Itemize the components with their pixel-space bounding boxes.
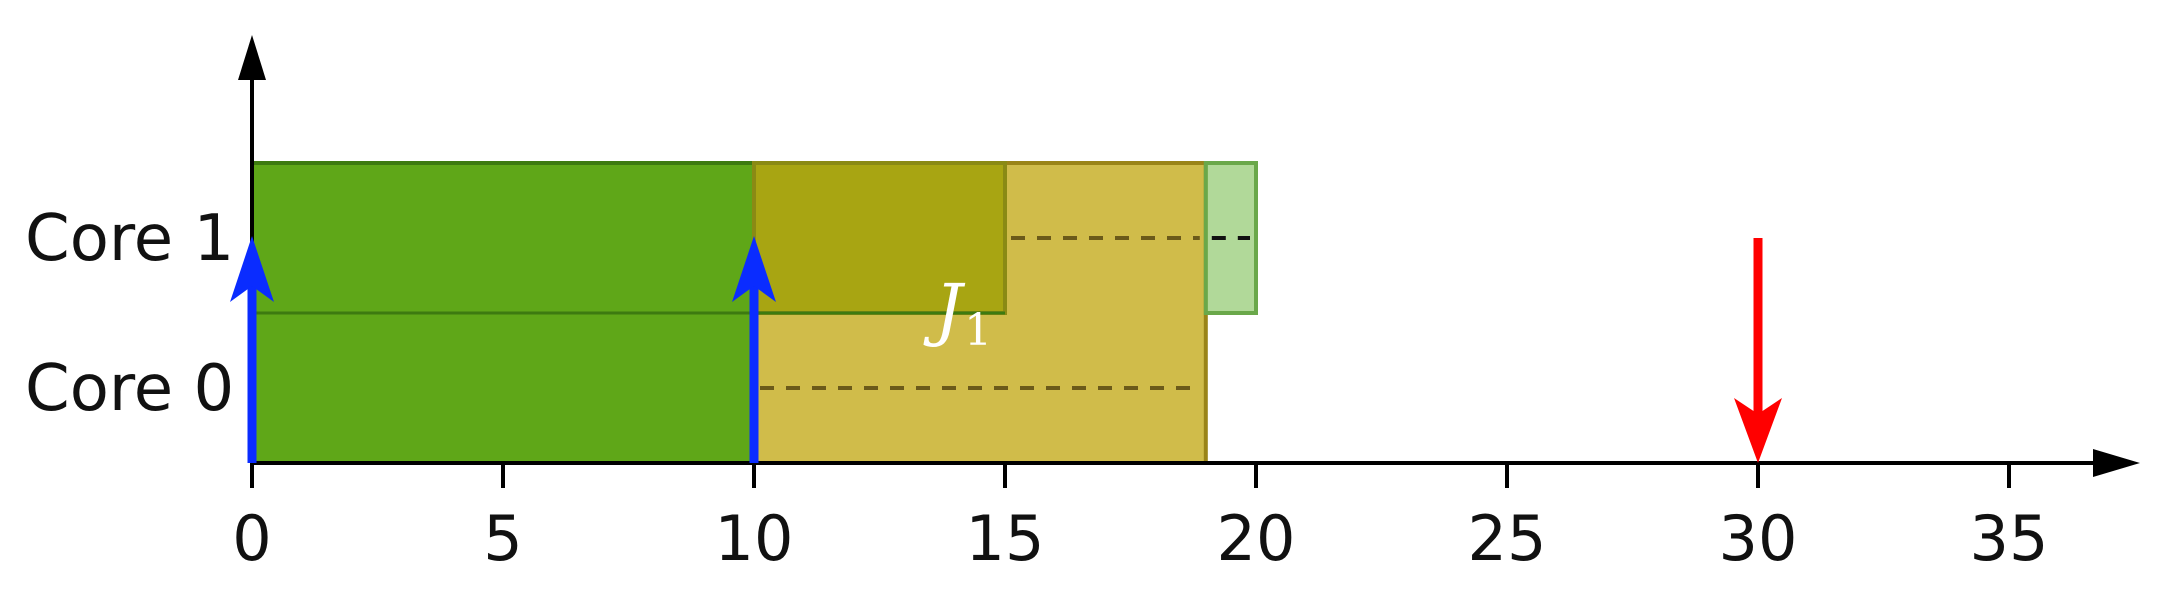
- core-labels: Core 0 Core 1: [25, 202, 234, 426]
- core-label: Core 1: [25, 202, 234, 276]
- schedule-block-2: [752, 161, 1007, 315]
- x-tick-label: 35: [1970, 502, 2049, 575]
- x-axis-arrowhead: [2093, 449, 2140, 477]
- dashed-lines-layer: [760, 236, 1250, 390]
- arrows-layer: [230, 236, 1782, 463]
- x-tick-label: 5: [483, 502, 522, 575]
- blocks-layer: [250, 161, 1259, 465]
- x-tick-label: 20: [1217, 502, 1296, 575]
- y-axis-arrowhead: [238, 35, 266, 80]
- x-ticks: 0 5 10 15 20 25 30 35: [232, 463, 2048, 575]
- job-label-subscript: 1: [964, 305, 992, 356]
- x-tick-label: 0: [232, 502, 271, 575]
- x-tick-label: 25: [1468, 502, 1547, 575]
- x-tick-label: 10: [715, 502, 794, 575]
- x-tick-label: 15: [966, 502, 1045, 575]
- deadline-arrow-head-0: [1734, 398, 1782, 463]
- release-arrow-head-1: [732, 236, 776, 302]
- release-arrow-head-0: [230, 236, 274, 302]
- x-tick-label: 30: [1719, 502, 1798, 575]
- core-label: Core 0: [25, 352, 234, 426]
